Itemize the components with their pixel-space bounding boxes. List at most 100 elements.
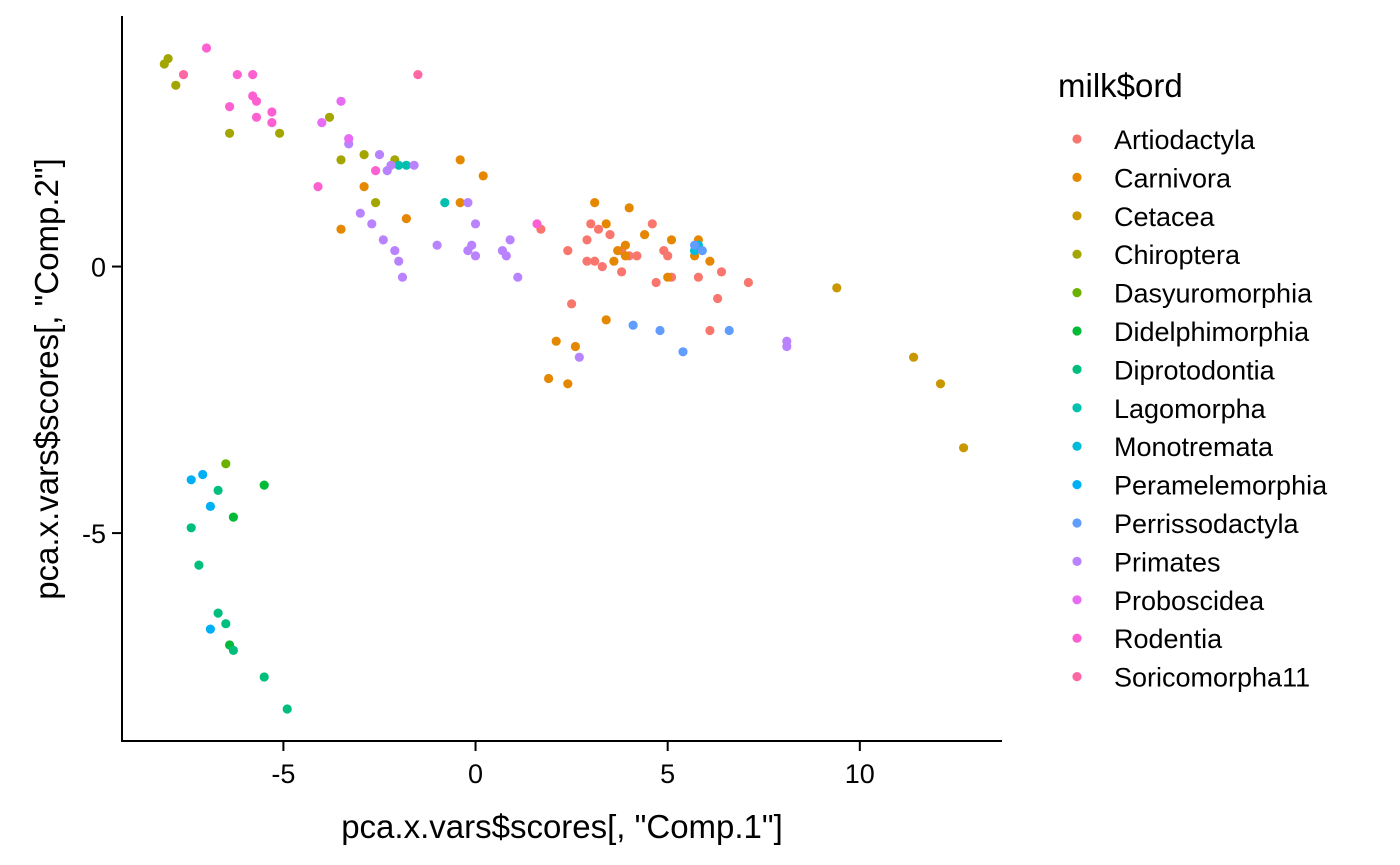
legend-key-13 xyxy=(1072,633,1082,643)
point-6-1 xyxy=(213,485,223,495)
y-tick-label-0: -5 xyxy=(82,519,106,549)
point-3-8 xyxy=(159,59,169,69)
legend-key-10 xyxy=(1072,518,1082,528)
point-6-5 xyxy=(228,645,238,656)
legend-label-11: Primates xyxy=(1114,547,1221,577)
point-14-0 xyxy=(178,70,189,80)
point-11-9 xyxy=(432,240,442,250)
point-11-3 xyxy=(355,208,365,218)
point-0-0 xyxy=(586,219,596,229)
point-13-5 xyxy=(225,102,235,112)
point-1-7 xyxy=(620,240,631,250)
legend-label-14: Soricomorpha11 xyxy=(1114,663,1310,693)
point-1-8 xyxy=(620,251,631,261)
point-1-14 xyxy=(705,256,715,266)
point-14-1 xyxy=(413,70,423,80)
legend-items: Artiodactyla Carnivora Cetacea Chiroptera Da… xyxy=(1072,125,1328,693)
point-0-5 xyxy=(632,251,642,261)
point-3-6 xyxy=(359,150,369,160)
point-2-1 xyxy=(909,352,919,362)
point-1-23 xyxy=(455,198,465,208)
point-1-19 xyxy=(551,336,561,346)
legend-key-1 xyxy=(1072,172,1082,182)
legend-key-14 xyxy=(1072,672,1082,682)
point-1-3 xyxy=(359,182,369,192)
point-11-0 xyxy=(374,150,385,160)
legend-key-5 xyxy=(1072,326,1082,336)
point-1-5 xyxy=(590,198,600,208)
legend-key-7 xyxy=(1072,403,1082,413)
legend-label-4: Dasyuromorphia xyxy=(1114,279,1313,309)
point-11-16 xyxy=(501,251,511,261)
point-12-2 xyxy=(336,96,346,106)
point-1-6 xyxy=(601,219,611,229)
point-6-2 xyxy=(194,560,204,570)
legend-label-5: Didelphimorphia xyxy=(1114,317,1310,347)
point-0-21 xyxy=(567,299,577,309)
point-1-10 xyxy=(640,230,650,240)
point-0-6 xyxy=(647,219,657,229)
point-9-3 xyxy=(205,624,215,634)
point-1-15 xyxy=(601,315,611,325)
point-13-0 xyxy=(201,43,212,53)
point-11-13 xyxy=(463,246,473,256)
point-1-11 xyxy=(666,235,677,245)
point-3-2 xyxy=(225,128,235,138)
point-7-2 xyxy=(440,198,450,208)
point-10-5 xyxy=(690,240,700,250)
point-11-7 xyxy=(394,256,404,266)
x-axis-ticks: -5 0 5 10 xyxy=(271,741,875,789)
legend-label-8: Monotremata xyxy=(1114,432,1274,462)
point-9-2 xyxy=(205,501,215,511)
point-3-4 xyxy=(324,112,335,122)
legend-label-7: Lagomorpha xyxy=(1114,394,1267,424)
point-10-0 xyxy=(628,320,638,330)
legend-key-11 xyxy=(1072,556,1082,567)
point-1-18 xyxy=(663,272,673,282)
point-11-19 xyxy=(574,352,584,362)
point-11-6 xyxy=(390,246,400,256)
point-11-18 xyxy=(513,272,523,282)
point-1-4 xyxy=(336,224,346,234)
point-11-8 xyxy=(397,272,408,282)
point-13-8 xyxy=(267,118,277,128)
point-1-0 xyxy=(455,155,465,165)
point-5-0 xyxy=(228,512,238,522)
legend-label-6: Diprotodontia xyxy=(1114,355,1276,385)
legend-label-1: Carnivora xyxy=(1114,163,1232,193)
x-tick-label-0: -5 xyxy=(271,759,295,789)
point-10-2 xyxy=(678,347,688,357)
point-3-3 xyxy=(275,128,285,138)
legend-key-2 xyxy=(1072,211,1082,221)
point-0-1 xyxy=(593,224,604,234)
point-0-22 xyxy=(563,246,573,256)
legend-key-12 xyxy=(1072,595,1082,605)
legend-label-0: Artiodactyla xyxy=(1114,125,1256,155)
y-axis-ticks: -5 0 xyxy=(82,253,122,549)
legend-key-0 xyxy=(1072,134,1082,144)
point-13-10 xyxy=(371,166,381,176)
legend-label-2: Cetacea xyxy=(1114,202,1216,232)
point-0-2 xyxy=(605,230,615,240)
legend: milk$ord Artiodactyla Carnivora Cetacea Chi… xyxy=(1058,67,1328,693)
point-6-4 xyxy=(221,619,231,629)
point-13-4 xyxy=(251,96,262,106)
point-1-17 xyxy=(609,256,619,266)
point-1-20 xyxy=(544,373,554,384)
point-0-17 xyxy=(705,325,715,336)
x-axis-title: pca.x.vars$scores[, "Comp.1"] xyxy=(341,808,783,845)
point-12-0 xyxy=(344,134,354,144)
point-3-1 xyxy=(171,80,181,90)
point-10-3 xyxy=(697,246,707,256)
point-6-7 xyxy=(282,704,292,714)
point-5-1 xyxy=(259,480,269,490)
point-4-0 xyxy=(221,459,231,469)
point-9-0 xyxy=(186,475,196,485)
point-6-3 xyxy=(213,608,223,618)
legend-title: milk$ord xyxy=(1058,67,1183,104)
point-1-21 xyxy=(563,379,573,389)
legend-label-13: Rodentia xyxy=(1114,624,1223,654)
point-12-1 xyxy=(317,118,327,128)
point-11-2 xyxy=(382,166,392,176)
